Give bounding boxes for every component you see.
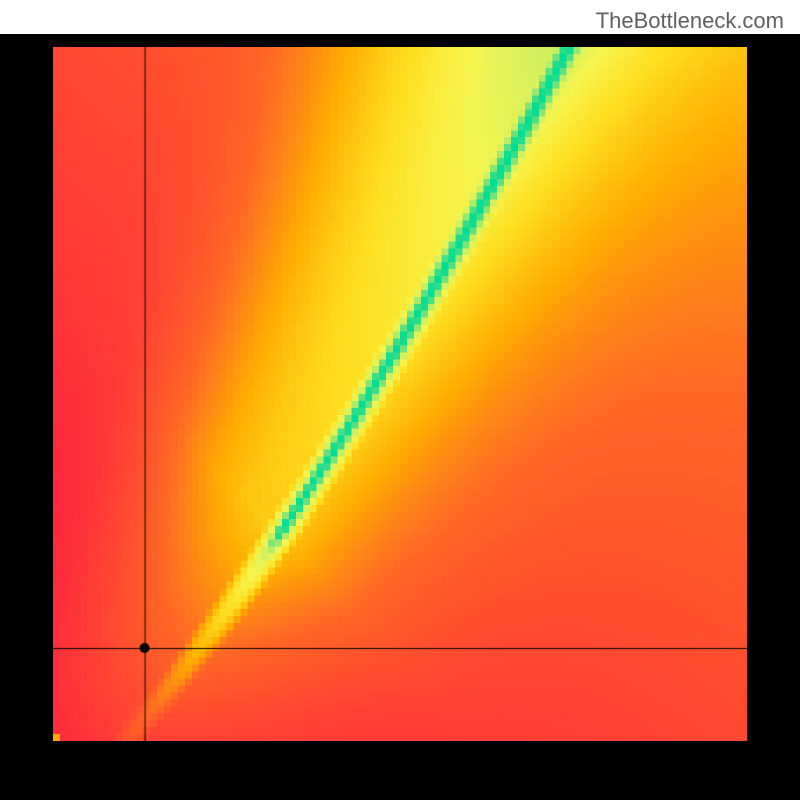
plot-frame <box>0 34 800 800</box>
watermark-text: TheBottleneck.com <box>596 8 784 34</box>
crosshair-overlay <box>53 47 747 741</box>
